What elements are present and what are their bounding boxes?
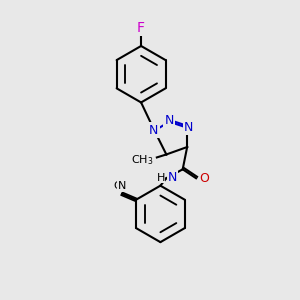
Text: N: N xyxy=(149,124,158,136)
Text: CH$_3$: CH$_3$ xyxy=(131,153,154,167)
Text: N: N xyxy=(184,121,193,134)
Text: N: N xyxy=(168,171,177,184)
Text: N: N xyxy=(118,182,126,191)
Text: C: C xyxy=(113,182,121,191)
Text: N: N xyxy=(165,114,174,127)
Text: O: O xyxy=(200,172,209,185)
Text: F: F xyxy=(137,21,145,35)
Text: H: H xyxy=(157,172,165,183)
